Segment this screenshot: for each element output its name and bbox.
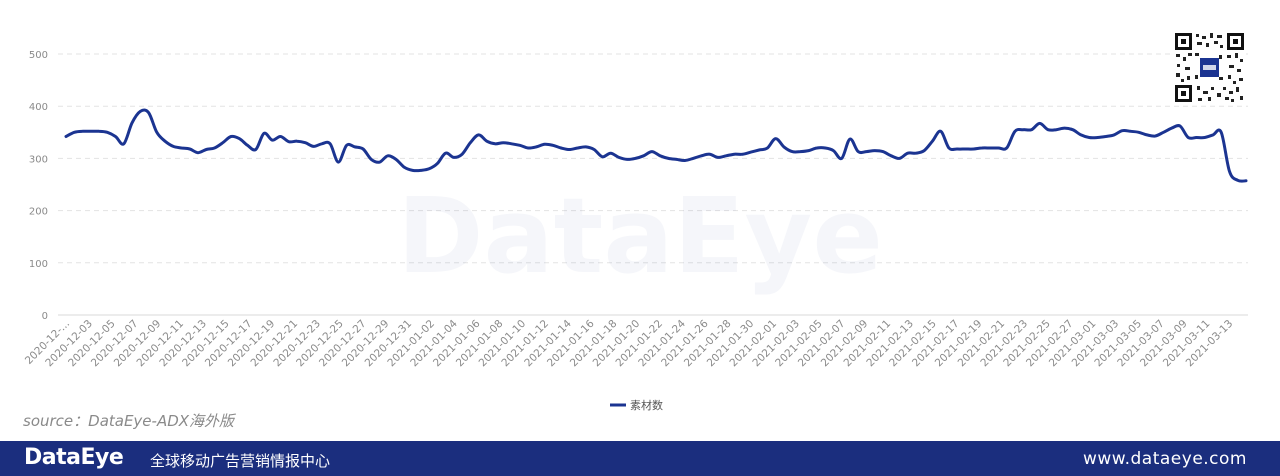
footer-logo: DataEye [24,445,124,470]
watermark: DataEye [397,175,883,297]
series-line [64,108,1248,183]
x-axis: 2020-12-...2020-12-032020-12-052020-12-0… [23,317,1235,369]
qr-code-image [1173,31,1246,104]
y-tick-label: 300 [29,154,48,165]
footer-tagline: 全球移动广告营销情报中心 [150,452,331,470]
footer-url[interactable]: www.dataeye.com [1082,449,1247,469]
gridlines [58,53,1248,264]
y-tick-label: 500 [29,50,48,61]
legend[interactable]: 素材数 [610,398,663,412]
y-axis: 0 100 200 300 400 500 [29,50,48,322]
legend-label: 素材数 [630,398,663,412]
y-tick-label: 0 [42,311,48,322]
y-tick-label: 200 [29,207,48,218]
source-note: source：DataEye-ADX海外版 [23,412,235,430]
y-tick-label: 400 [29,102,48,113]
footer-bar: DataEye 全球移动广告营销情报中心 www.dataeye.com [0,441,1280,476]
y-tick-label: 100 [29,259,48,270]
